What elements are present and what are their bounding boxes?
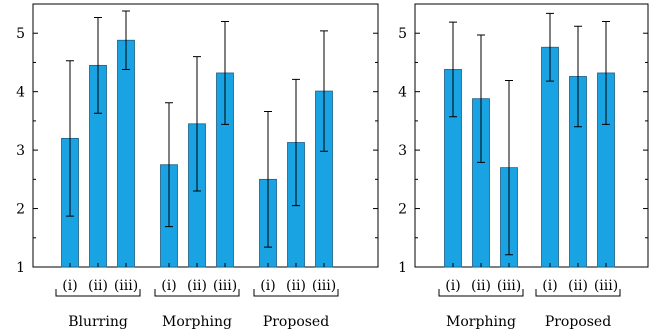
group-bracket [438,289,524,297]
y-tick-label: 4 [398,85,407,101]
y-tick-label: 2 [398,202,407,218]
bar [117,39,135,268]
y-tick-label: 3 [16,143,25,159]
chart-right: 1 2 3 4 5 (i) (ii) (iii) (i) (ii) (iii) Morphing Pro… [398,3,649,330]
group-bracket [535,289,621,297]
error-bar [264,111,272,248]
error-bar [221,21,229,125]
category-label: (ii) [471,278,491,294]
category-label: (ii) [568,278,588,294]
category-label: (iii) [114,278,138,294]
y-tick-label: 5 [16,26,25,42]
category-label: (iii) [213,278,237,294]
group-bracket [154,289,240,297]
category-label: (iii) [312,278,336,294]
y-tick-label: 3 [398,143,407,159]
error-bar [193,56,201,192]
error-bar [292,78,300,207]
category-label: (iii) [497,278,521,294]
y-tick-label: 5 [398,26,407,42]
error-bar [94,16,102,114]
category-label: (ii) [187,278,207,294]
group-bracket [55,289,141,297]
plot-frame [414,3,649,268]
error-bar [66,60,74,217]
y-tick-label: 4 [16,85,25,101]
group-label: Blurring [68,314,128,330]
error-bar [122,10,130,70]
y-tick-label: 1 [16,260,25,276]
group-label: Proposed [263,314,329,330]
group-label: Proposed [545,314,611,330]
y-tick-label: 1 [398,260,407,276]
chart-left: 1 2 3 4 5 (i) (ii) (iii) (i) (ii) (iii) (i) (ii) (iii… [16,3,379,330]
category-label: (iii) [594,278,618,294]
error-bar [320,30,328,152]
group-bracket [253,289,339,297]
group-label: Morphing [162,314,232,330]
category-label: (i) [260,278,275,294]
group-label: Morphing [446,314,516,330]
category-label: (ii) [286,278,306,294]
category-label: (i) [445,278,460,294]
category-label: (i) [62,278,77,294]
category-label: (i) [161,278,176,294]
category-label: (i) [542,278,557,294]
error-bar [574,25,582,128]
y-tick-label: 2 [16,202,25,218]
error-bar [449,21,457,118]
error-bar [602,21,610,125]
error-bar [165,102,173,228]
error-bar [505,80,513,256]
error-bar [546,12,554,82]
category-label: (ii) [88,278,108,294]
error-bar [477,34,485,163]
